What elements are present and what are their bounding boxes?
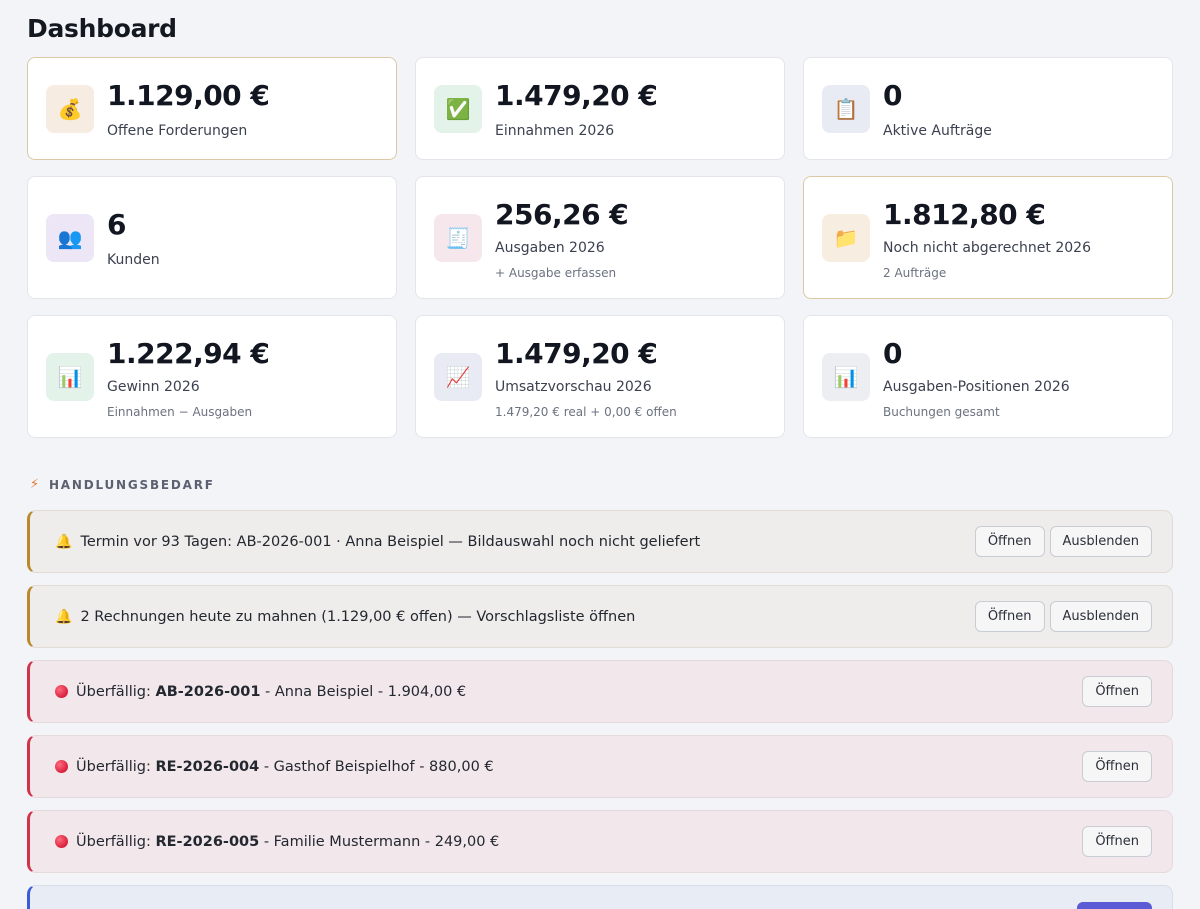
section-handlungsbedarf: ⚡ HANDLUNGSBEDARF xyxy=(30,477,215,492)
card-label: Noch nicht abgerechnet 2026 xyxy=(883,240,1091,256)
bar-chart-icon: 📊 xyxy=(46,353,94,401)
alert-overdue: Überfällig: RE-2026-004 - Gasthof Beispi… xyxy=(27,735,1173,798)
hide-button[interactable]: Ausblenden xyxy=(1049,601,1152,632)
add-expense-link[interactable]: + Ausgabe erfassen xyxy=(495,266,617,280)
alert-overdue: Überfällig: AB-2026-001 - Anna Beispiel … xyxy=(27,660,1173,723)
receipt-icon: 🧾 xyxy=(434,214,482,262)
alert-text: 2 Rechnungen heute zu mahnen (1.129,00 €… xyxy=(80,608,636,625)
card-sub: 2 Aufträge xyxy=(883,266,947,280)
card-value: 1.222,94 € xyxy=(107,337,270,370)
card-value: 256,26 € xyxy=(495,198,629,231)
section-title: HANDLUNGSBEDARF xyxy=(48,477,215,492)
card-value: 1.479,20 € xyxy=(495,337,658,370)
alert-item: 🔔 2 Rechnungen heute zu mahnen (1.129,00… xyxy=(27,585,1173,648)
card-value: 1.129,00 € xyxy=(107,79,270,112)
card-value: 6 xyxy=(107,208,126,241)
open-button[interactable]: Öffnen xyxy=(974,601,1045,632)
alert-info-partial xyxy=(27,885,1173,909)
card-value: 1.479,20 € xyxy=(495,79,658,112)
bell-icon: 🔔 xyxy=(55,533,73,550)
card-umsatzvorschau[interactable]: 📈 1.479,20 € Umsatzvorschau 2026 1.479,2… xyxy=(415,315,785,438)
card-label: Einnahmen 2026 xyxy=(495,123,615,139)
card-label: Offene Forderungen xyxy=(107,123,248,139)
alert-text: Termin vor 93 Tagen: AB-2026-001 · Anna … xyxy=(80,533,701,550)
card-label: Ausgaben-Positionen 2026 xyxy=(883,379,1070,395)
card-einnahmen[interactable]: ✅ 1.479,20 € Einnahmen 2026 xyxy=(415,57,785,160)
alert-text: Überfällig: RE-2026-004 - Gasthof Beispi… xyxy=(76,758,494,775)
card-offene-forderungen[interactable]: 💰 1.129,00 € Offene Forderungen xyxy=(27,57,397,160)
card-value: 0 xyxy=(883,79,902,112)
open-button[interactable]: Öffnen xyxy=(1082,676,1152,707)
primary-action-button[interactable] xyxy=(1077,902,1152,909)
alert-text: Überfällig: AB-2026-001 - Anna Beispiel … xyxy=(76,683,467,700)
card-value: 0 xyxy=(883,337,902,370)
card-sub: 1.479,20 € real + 0,00 € offen xyxy=(495,405,677,419)
card-label: Umsatzvorschau 2026 xyxy=(495,379,652,395)
card-kunden[interactable]: 👥 6 Kunden xyxy=(27,176,397,299)
bar-chart-icon: 📊 xyxy=(822,353,870,401)
hide-button[interactable]: Ausblenden xyxy=(1049,526,1152,557)
card-sub: Einnahmen − Ausgaben xyxy=(107,405,253,419)
red-circle-icon xyxy=(55,685,68,698)
alert-overdue: Überfällig: RE-2026-005 - Familie Muster… xyxy=(27,810,1173,873)
card-label: Gewinn 2026 xyxy=(107,379,200,395)
card-aktive-auftraege[interactable]: 📋 0 Aktive Aufträge xyxy=(803,57,1173,160)
invoice-ref[interactable]: RE-2026-005 xyxy=(155,833,260,850)
check-mark-icon: ✅ xyxy=(434,85,482,133)
alert-item: 🔔 Termin vor 93 Tagen: AB-2026-001 · Ann… xyxy=(27,510,1173,573)
card-label: Aktive Aufträge xyxy=(883,123,992,139)
bell-icon: 🔔 xyxy=(55,608,73,625)
people-icon: 👥 xyxy=(46,214,94,262)
card-label: Kunden xyxy=(107,252,160,268)
card-ausgaben[interactable]: 🧾 256,26 € Ausgaben 2026 + Ausgabe erfas… xyxy=(415,176,785,299)
open-button[interactable]: Öffnen xyxy=(1082,826,1152,857)
red-circle-icon xyxy=(55,760,68,773)
open-button[interactable]: Öffnen xyxy=(1082,751,1152,782)
invoice-ref[interactable]: AB-2026-001 xyxy=(155,683,261,700)
open-button[interactable]: Öffnen xyxy=(974,526,1045,557)
card-ausgaben-positionen[interactable]: 📊 0 Ausgaben-Positionen 2026 Buchungen g… xyxy=(803,315,1173,438)
card-label: Ausgaben 2026 xyxy=(495,240,605,256)
card-noch-nicht-abgerechnet[interactable]: 📁 1.812,80 € Noch nicht abgerechnet 2026… xyxy=(803,176,1173,299)
card-gewinn[interactable]: 📊 1.222,94 € Gewinn 2026 Einnahmen − Aus… xyxy=(27,315,397,438)
lightning-icon: ⚡ xyxy=(30,477,41,492)
money-bag-icon: 💰 xyxy=(46,85,94,133)
alert-text: Überfällig: RE-2026-005 - Familie Muster… xyxy=(76,833,500,850)
clipboard-icon: 📋 xyxy=(822,85,870,133)
folder-icon: 📁 xyxy=(822,214,870,262)
card-value: 1.812,80 € xyxy=(883,198,1046,231)
card-sub: Buchungen gesamt xyxy=(883,405,1000,419)
trend-chart-icon: 📈 xyxy=(434,353,482,401)
invoice-ref[interactable]: RE-2026-004 xyxy=(155,758,260,775)
red-circle-icon xyxy=(55,835,68,848)
page-title: Dashboard xyxy=(27,14,177,43)
